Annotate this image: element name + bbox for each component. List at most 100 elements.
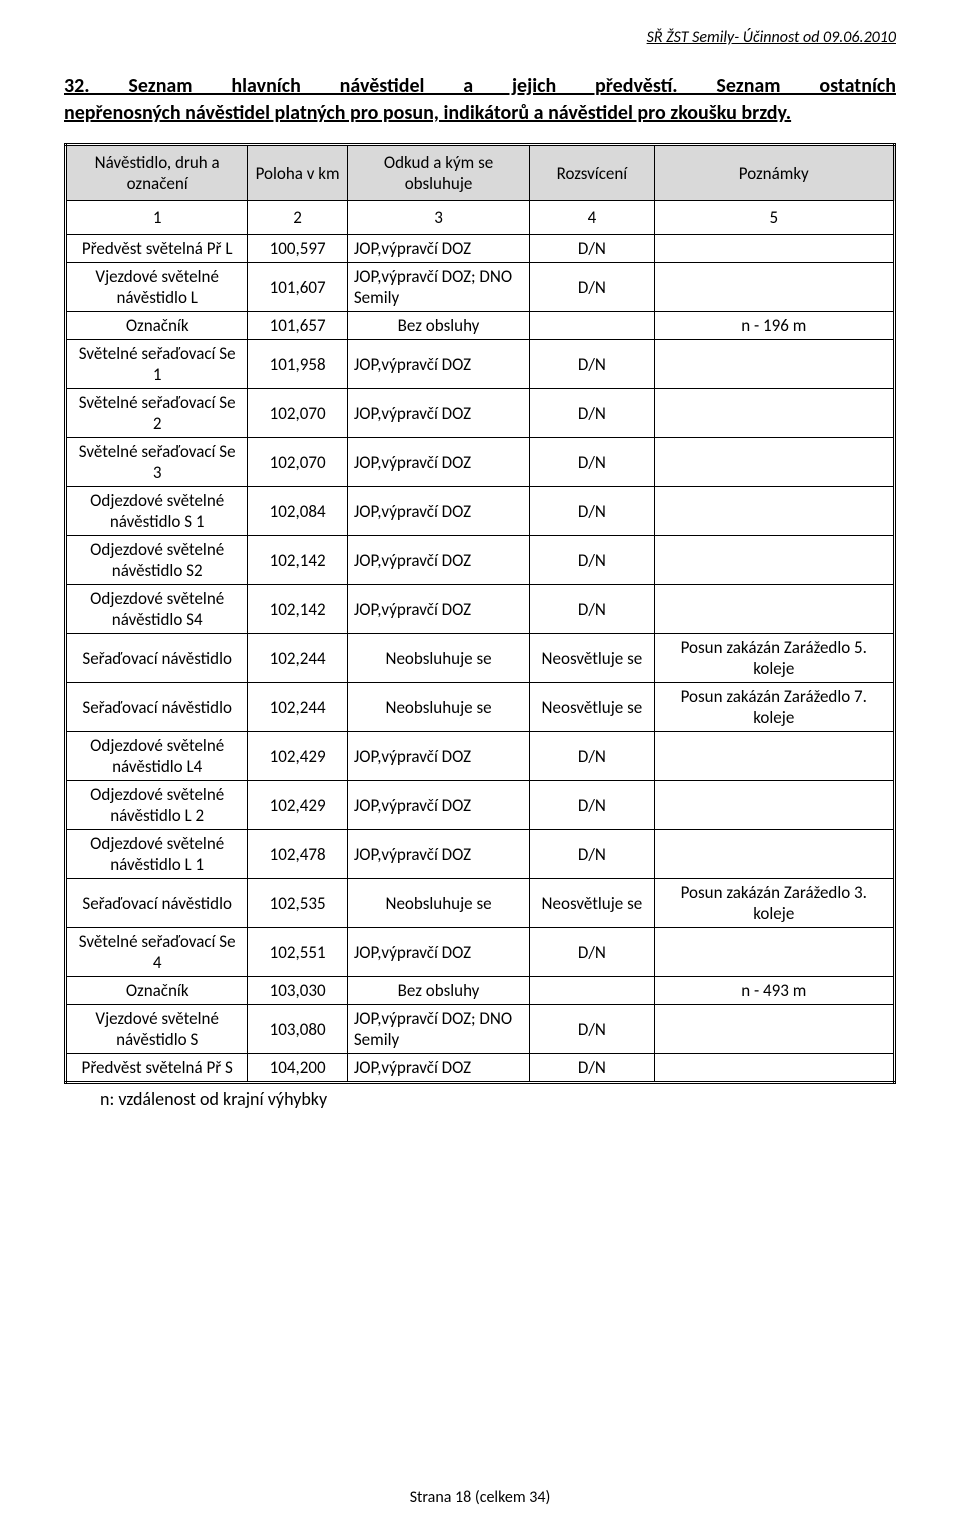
cell-op: JOP,výpravčí DOZ	[347, 389, 529, 438]
table-footnote: n: vzdálenost od krajní výhybky	[100, 1088, 896, 1110]
colnum-3: 3	[347, 201, 529, 235]
table-row: Seřaďovací návěstidlo 102,244 Neobsluhuj…	[66, 634, 895, 683]
col-header-note: Poznámky	[654, 145, 894, 201]
cell-note	[654, 487, 894, 536]
cell-note	[654, 1054, 894, 1083]
col-header-name: Návěstidlo, druh a označení	[66, 145, 248, 201]
signals-table: Návěstidlo, druh a označení Poloha v km …	[64, 143, 896, 1084]
cell-note	[654, 536, 894, 585]
cell-note: Posun zakázán Zarážedlo 7. koleje	[654, 683, 894, 732]
cell-name: Odjezdové světelné návěstidlo L 2	[66, 781, 248, 830]
table-row: Světelné seřaďovací Se 3 102,070 JOP,výp…	[66, 438, 895, 487]
table-row: Odjezdové světelné návěstidlo L 2 102,42…	[66, 781, 895, 830]
table-row: Odjezdové světelné návěstidlo S2 102,142…	[66, 536, 895, 585]
table-colnum-row: 1 2 3 4 5	[66, 201, 895, 235]
cell-name: Seřaďovací návěstidlo	[66, 683, 248, 732]
cell-km: 102,478	[248, 830, 347, 879]
cell-name: Odjezdové světelné návěstidlo S4	[66, 585, 248, 634]
cell-op: JOP,výpravčí DOZ	[347, 585, 529, 634]
cell-op: JOP,výpravčí DOZ	[347, 732, 529, 781]
cell-op: Neobsluhuje se	[347, 683, 529, 732]
table-row: Označník 103,030 Bez obsluhy n - 493 m	[66, 977, 895, 1005]
section-title-line1: 32. Seznam hlavních návěstidel a jejich …	[64, 73, 896, 100]
table-row: Světelné seřaďovací Se 1 101,958 JOP,výp…	[66, 340, 895, 389]
cell-op: JOP,výpravčí DOZ	[347, 928, 529, 977]
cell-name: Seřaďovací návěstidlo	[66, 634, 248, 683]
col-header-op: Odkud a kým se obsluhuje	[347, 145, 529, 201]
cell-km: 101,958	[248, 340, 347, 389]
cell-op: Bez obsluhy	[347, 312, 529, 340]
section-title-line2: nepřenosných návěstidel platných pro pos…	[64, 100, 896, 127]
cell-note	[654, 340, 894, 389]
cell-lit: Neosvětluje se	[530, 683, 654, 732]
cell-note: Posun zakázán Zarážedlo 3. koleje	[654, 879, 894, 928]
cell-lit: Neosvětluje se	[530, 879, 654, 928]
cell-km: 102,535	[248, 879, 347, 928]
cell-note	[654, 389, 894, 438]
table-row: Označník 101,657 Bez obsluhy n - 196 m	[66, 312, 895, 340]
cell-name: Světelné seřaďovací Se 1	[66, 340, 248, 389]
cell-op: JOP,výpravčí DOZ	[347, 781, 529, 830]
cell-lit	[530, 977, 654, 1005]
cell-lit	[530, 312, 654, 340]
cell-op: Neobsluhuje se	[347, 879, 529, 928]
cell-name: Předvěst světelná Př L	[66, 235, 248, 263]
table-body: Předvěst světelná Př L 100,597 JOP,výpra…	[66, 235, 895, 1083]
cell-lit: D/N	[530, 263, 654, 312]
cell-name: Odjezdové světelné návěstidlo S2	[66, 536, 248, 585]
cell-km: 102,551	[248, 928, 347, 977]
cell-name: Světelné seřaďovací Se 4	[66, 928, 248, 977]
cell-km: 102,084	[248, 487, 347, 536]
table-row: Vjezdové světelné návěstidlo L 101,607 J…	[66, 263, 895, 312]
cell-name: Odjezdové světelné návěstidlo L4	[66, 732, 248, 781]
cell-name: Označník	[66, 977, 248, 1005]
cell-km: 102,142	[248, 585, 347, 634]
cell-lit: D/N	[530, 781, 654, 830]
cell-lit: D/N	[530, 536, 654, 585]
cell-name: Vjezdové světelné návěstidlo L	[66, 263, 248, 312]
cell-op: JOP,výpravčí DOZ	[347, 536, 529, 585]
cell-lit: D/N	[530, 1005, 654, 1054]
cell-note	[654, 830, 894, 879]
col-header-km: Poloha v km	[248, 145, 347, 201]
cell-km: 102,070	[248, 438, 347, 487]
cell-lit: D/N	[530, 928, 654, 977]
cell-note: n - 493 m	[654, 977, 894, 1005]
cell-op: JOP,výpravčí DOZ	[347, 340, 529, 389]
table-header-row: Návěstidlo, druh a označení Poloha v km …	[66, 145, 895, 201]
cell-note	[654, 438, 894, 487]
cell-lit: D/N	[530, 235, 654, 263]
cell-note: Posun zakázán Zarážedlo 5. koleje	[654, 634, 894, 683]
cell-op: JOP,výpravčí DOZ	[347, 830, 529, 879]
table-row: Odjezdové světelné návěstidlo L4 102,429…	[66, 732, 895, 781]
cell-name: Seřaďovací návěstidlo	[66, 879, 248, 928]
cell-lit: D/N	[530, 585, 654, 634]
colnum-1: 1	[66, 201, 248, 235]
cell-km: 102,244	[248, 634, 347, 683]
cell-lit: D/N	[530, 732, 654, 781]
cell-note	[654, 732, 894, 781]
cell-lit: D/N	[530, 438, 654, 487]
cell-km: 102,429	[248, 732, 347, 781]
cell-km: 104,200	[248, 1054, 347, 1083]
cell-km: 102,429	[248, 781, 347, 830]
cell-name: Světelné seřaďovací Se 2	[66, 389, 248, 438]
cell-lit: D/N	[530, 487, 654, 536]
table-row: Seřaďovací návěstidlo 102,244 Neobsluhuj…	[66, 683, 895, 732]
cell-lit: D/N	[530, 389, 654, 438]
cell-note	[654, 263, 894, 312]
cell-op: Neobsluhuje se	[347, 634, 529, 683]
colnum-2: 2	[248, 201, 347, 235]
cell-op: JOP,výpravčí DOZ	[347, 487, 529, 536]
cell-lit: D/N	[530, 340, 654, 389]
table-row: Seřaďovací návěstidlo 102,535 Neobsluhuj…	[66, 879, 895, 928]
cell-km: 101,607	[248, 263, 347, 312]
page-footer: Strana 18 (celkem 34)	[0, 1488, 960, 1507]
table-row: Odjezdové světelné návěstidlo S4 102,142…	[66, 585, 895, 634]
table-row: Světelné seřaďovací Se 2 102,070 JOP,výp…	[66, 389, 895, 438]
cell-km: 102,142	[248, 536, 347, 585]
table-row: Světelné seřaďovací Se 4 102,551 JOP,výp…	[66, 928, 895, 977]
cell-lit: Neosvětluje se	[530, 634, 654, 683]
cell-note	[654, 928, 894, 977]
cell-note	[654, 781, 894, 830]
